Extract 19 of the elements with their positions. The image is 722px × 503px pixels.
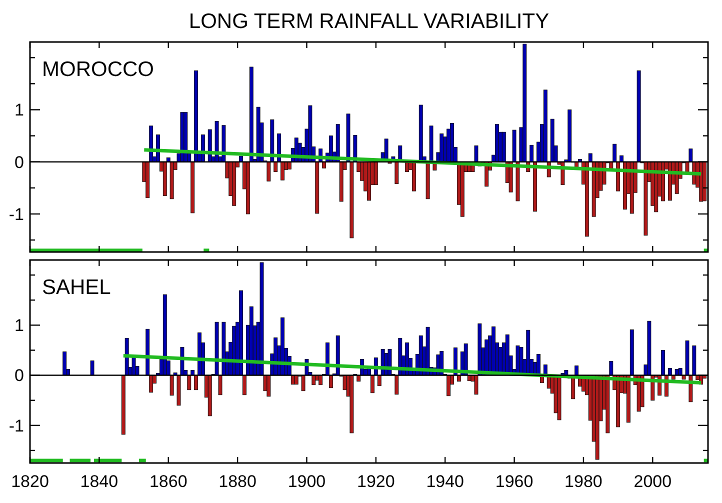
y-tick-label: 1 bbox=[14, 100, 24, 120]
y-tick-label: 0 bbox=[14, 152, 24, 172]
x-tick-label: 1960 bbox=[495, 472, 534, 491]
y-tick-label: -1 bbox=[8, 204, 24, 224]
annotation: SAHEL bbox=[42, 276, 111, 299]
x-tick-label: 1980 bbox=[564, 472, 602, 491]
x-tick-label: 1900 bbox=[288, 472, 326, 491]
annotation: MOROCCO bbox=[42, 58, 154, 81]
chart-title: LONG TERM RAINFALL VARIABILITY bbox=[188, 10, 550, 33]
x-tick-label: 1880 bbox=[218, 472, 256, 491]
x-tick-label: 1940 bbox=[426, 472, 464, 491]
y-tick-label: -1 bbox=[8, 416, 24, 436]
x-tick-label: 1820 bbox=[11, 472, 49, 491]
x-tick-label: 2000 bbox=[634, 472, 672, 491]
y-tick-label: 0 bbox=[14, 366, 24, 386]
x-tick-label: 1860 bbox=[149, 472, 188, 491]
x-tick-label: 1920 bbox=[357, 472, 395, 491]
x-tick-label: 1840 bbox=[80, 472, 118, 491]
y-tick-label: 1 bbox=[14, 316, 24, 336]
